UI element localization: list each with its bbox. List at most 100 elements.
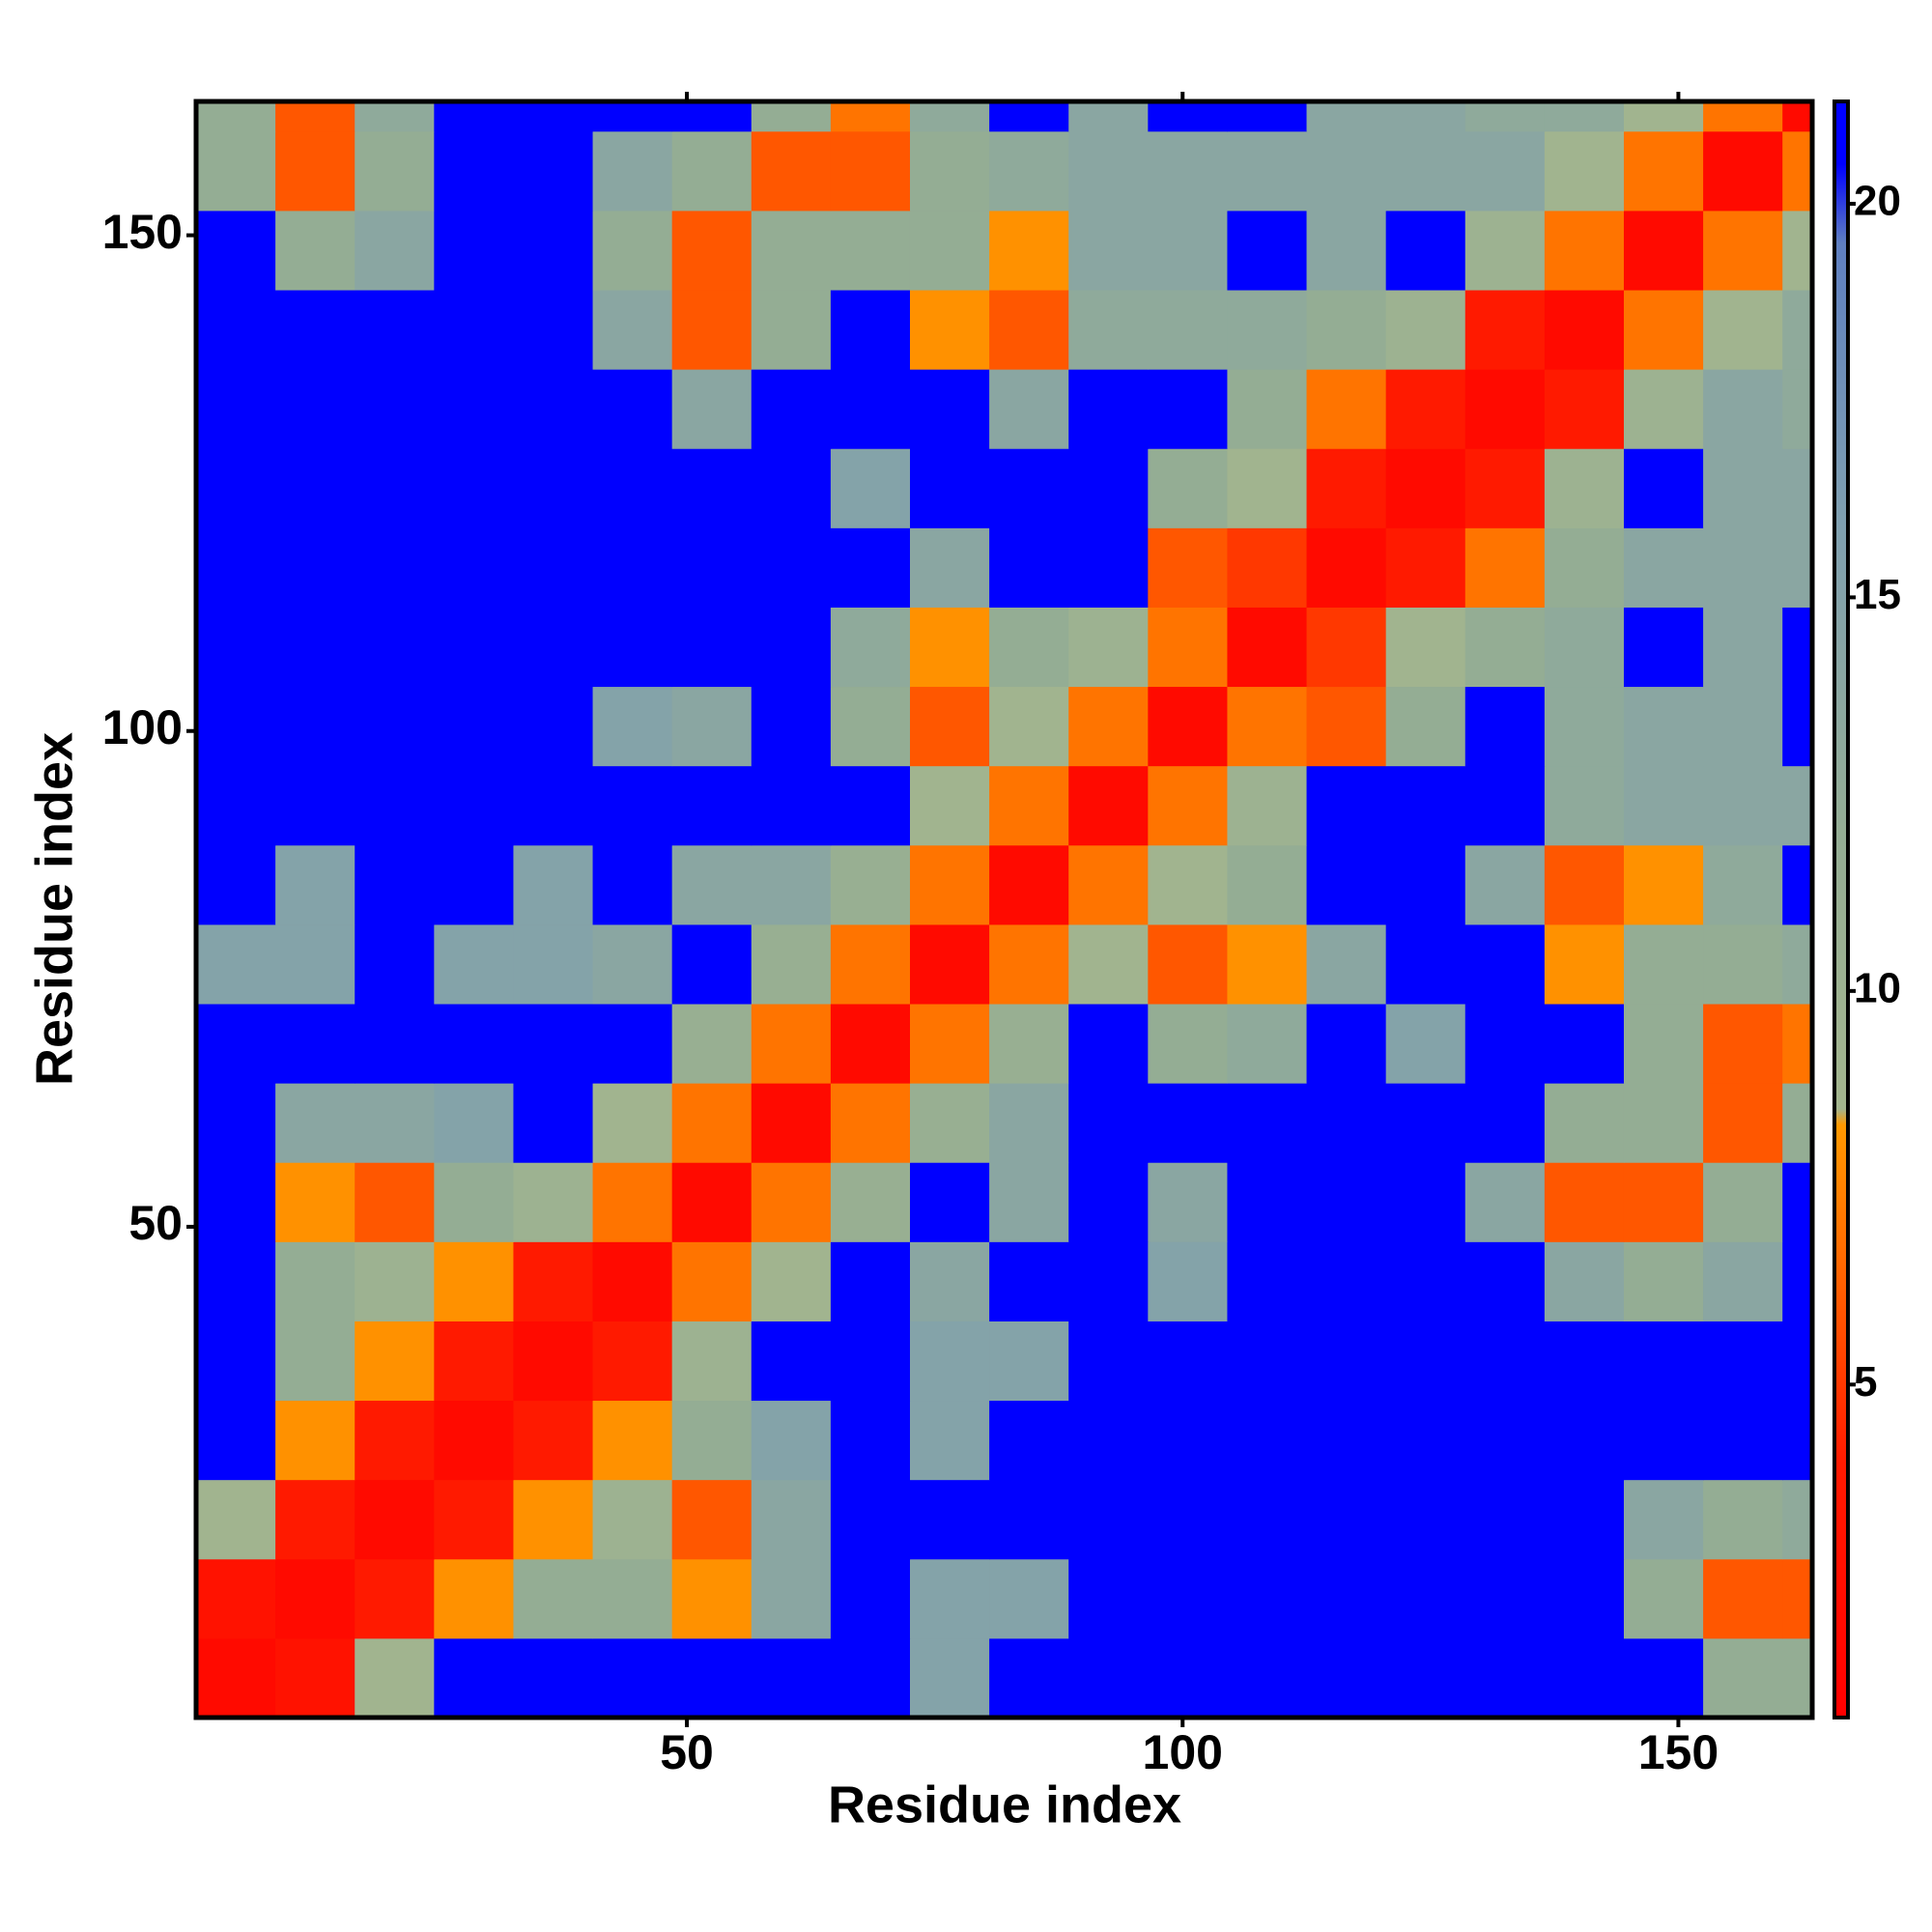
heat-cell bbox=[751, 448, 832, 528]
heat-cell bbox=[1623, 1321, 1704, 1402]
heat-cell bbox=[751, 1241, 832, 1321]
heat-cell bbox=[434, 1558, 514, 1639]
heat-cell bbox=[989, 101, 1069, 132]
heat-cell bbox=[1782, 686, 1812, 767]
heat-cell bbox=[1385, 686, 1466, 767]
heat-cell bbox=[1703, 101, 1783, 132]
heat-cell bbox=[830, 1558, 911, 1639]
heat-cell bbox=[1385, 765, 1466, 846]
heat-cell bbox=[1544, 1637, 1625, 1718]
heat-cell bbox=[1068, 290, 1149, 370]
heat-cell bbox=[1464, 130, 1546, 212]
heat-cell bbox=[1148, 765, 1228, 846]
heat-cell bbox=[751, 1162, 832, 1242]
heat-cell bbox=[592, 1637, 673, 1718]
heat-cell bbox=[830, 1004, 911, 1084]
heat-cell bbox=[751, 210, 832, 291]
heat-cell bbox=[355, 1637, 435, 1718]
heat-cell bbox=[1782, 1004, 1812, 1084]
heat-cell bbox=[434, 1479, 514, 1560]
heat-cell bbox=[196, 210, 276, 291]
heat-cell bbox=[275, 686, 355, 767]
heat-cell bbox=[1464, 1083, 1546, 1163]
heat-cell bbox=[592, 101, 673, 132]
heat-cell bbox=[434, 844, 514, 925]
heat-cell bbox=[196, 1162, 276, 1242]
heat-cell bbox=[1068, 686, 1149, 767]
heat-cell bbox=[751, 101, 832, 132]
heat-cell bbox=[1068, 1162, 1149, 1242]
heat-cell bbox=[1464, 1479, 1546, 1560]
heat-cell bbox=[1227, 686, 1308, 767]
heat-cell bbox=[989, 1321, 1069, 1402]
heat-cell bbox=[275, 844, 355, 925]
heat-cell bbox=[1385, 1083, 1466, 1163]
heat-cell bbox=[1703, 130, 1783, 212]
heat-cell bbox=[1464, 607, 1546, 688]
heat-cell bbox=[1544, 527, 1625, 608]
heat-cell bbox=[196, 290, 276, 370]
heat-cell bbox=[275, 1400, 355, 1481]
heat-cell bbox=[1464, 369, 1546, 449]
heat-cell bbox=[592, 923, 673, 1005]
heat-cell bbox=[1306, 1321, 1387, 1402]
heat-cell bbox=[1623, 101, 1704, 132]
heat-cell bbox=[1385, 1400, 1466, 1481]
heat-cell bbox=[1623, 369, 1704, 449]
heat-cell bbox=[1068, 1241, 1149, 1321]
heat-cell bbox=[909, 765, 990, 846]
heat-cell bbox=[196, 1241, 276, 1321]
heat-cell bbox=[1703, 923, 1783, 1005]
heat-cell bbox=[830, 448, 911, 528]
heat-cell bbox=[1306, 1083, 1387, 1163]
heat-cell bbox=[1623, 527, 1704, 608]
heat-cell bbox=[434, 210, 514, 291]
heat-cell bbox=[1782, 923, 1812, 1005]
heat-cell bbox=[909, 923, 990, 1005]
heat-cell bbox=[671, 1479, 753, 1560]
heat-cell bbox=[1148, 1083, 1228, 1163]
heat-cell bbox=[989, 1083, 1069, 1163]
heat-cell bbox=[1306, 369, 1387, 449]
heat-cell bbox=[1227, 130, 1308, 212]
heat-cell bbox=[1306, 844, 1387, 925]
heat-cell bbox=[1306, 210, 1387, 291]
heat-cell bbox=[592, 290, 673, 370]
heat-cell bbox=[671, 130, 753, 212]
heat-cell bbox=[1782, 1400, 1812, 1481]
heat-cell bbox=[1703, 1004, 1783, 1084]
heat-cell bbox=[671, 290, 753, 370]
heat-cell bbox=[1703, 1637, 1783, 1718]
colorbar bbox=[1833, 99, 1850, 1719]
heat-cell bbox=[989, 1558, 1069, 1639]
heat-cell bbox=[1623, 210, 1704, 291]
heat-cell bbox=[513, 290, 594, 370]
heat-cell bbox=[355, 527, 435, 608]
heat-cell bbox=[355, 290, 435, 370]
heat-cell bbox=[592, 1400, 673, 1481]
heat-cell bbox=[1148, 290, 1228, 370]
heat-cell bbox=[1544, 686, 1625, 767]
heat-cell bbox=[1544, 369, 1625, 449]
heat-cell bbox=[1148, 527, 1228, 608]
heat-cell bbox=[1385, 527, 1466, 608]
heat-cell bbox=[355, 607, 435, 688]
heat-cell bbox=[592, 210, 673, 291]
colorbar-tick-label: 10 bbox=[1854, 964, 1901, 1011]
heat-cell bbox=[1148, 607, 1228, 688]
heat-cell bbox=[434, 101, 514, 132]
heat-cell bbox=[1544, 765, 1625, 846]
heat-cell bbox=[1782, 448, 1812, 528]
heat-cell bbox=[671, 1400, 753, 1481]
heat-cell bbox=[1703, 1321, 1783, 1402]
heat-cell bbox=[355, 923, 435, 1005]
heat-cell bbox=[1623, 1400, 1704, 1481]
y-tick-label: 50 bbox=[128, 1196, 183, 1250]
heat-cell bbox=[1464, 765, 1546, 846]
heat-cell bbox=[513, 1004, 594, 1084]
heat-cell bbox=[909, 101, 990, 132]
heat-cell bbox=[671, 101, 753, 132]
heat-cell bbox=[196, 101, 276, 132]
heat-cell bbox=[1385, 1162, 1466, 1242]
